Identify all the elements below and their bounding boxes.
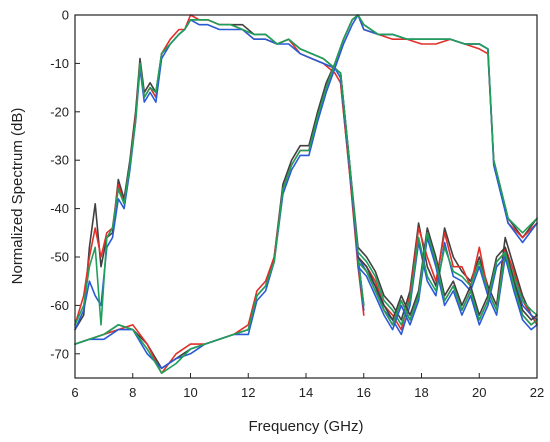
- series-line-band_high-1: [74, 14, 538, 374]
- y-axis-label: Normalized Spectrum (dB): [9, 108, 26, 285]
- y-tick-label: -20: [50, 104, 69, 119]
- y-tick-label: 0: [62, 8, 69, 23]
- x-tick-label: 8: [129, 385, 136, 400]
- series-line-tail_high-3: [357, 232, 538, 326]
- series-line-tail_low-2: [339, 77, 538, 336]
- series-line-band_low-3: [74, 19, 365, 326]
- series-line-tail_low-3: [339, 72, 538, 326]
- series-line-band_high-2: [74, 14, 538, 370]
- x-tick-label: 16: [357, 385, 371, 400]
- y-tick-label: -40: [50, 201, 69, 216]
- x-tick-label: 20: [472, 385, 486, 400]
- y-tick-label: -60: [50, 298, 69, 313]
- x-tick-label: 22: [530, 385, 544, 400]
- series-line-band_high-0: [74, 14, 538, 370]
- series-line-band_high-3: [74, 14, 538, 374]
- x-tick-label: 18: [414, 385, 428, 400]
- series-line-band_low-2: [74, 19, 365, 331]
- series-layer: [74, 14, 538, 374]
- series-line-tail_high-2: [357, 236, 538, 331]
- y-tick-label: -10: [50, 56, 69, 71]
- y-tick-label: -30: [50, 153, 69, 168]
- plot-frame: [74, 14, 538, 379]
- y-tick-label: -70: [50, 346, 69, 361]
- y-tick-label: -50: [50, 250, 69, 265]
- x-tick-label: 14: [299, 385, 313, 400]
- series-line-tail_high-0: [357, 227, 538, 321]
- x-tick-label: 10: [183, 385, 197, 400]
- x-axis-label: Frequency (GHz): [248, 418, 363, 435]
- series-line-band_low-0: [74, 19, 365, 331]
- ticks-layer: 6 8 10 12 14 16 18 20 22 0 -10 -20 -30 -40 -50 -60 -70: [50, 8, 544, 401]
- x-tick-label: 6: [71, 385, 78, 400]
- x-tick-label: 12: [241, 385, 255, 400]
- series-line-tail_low-1: [339, 82, 538, 331]
